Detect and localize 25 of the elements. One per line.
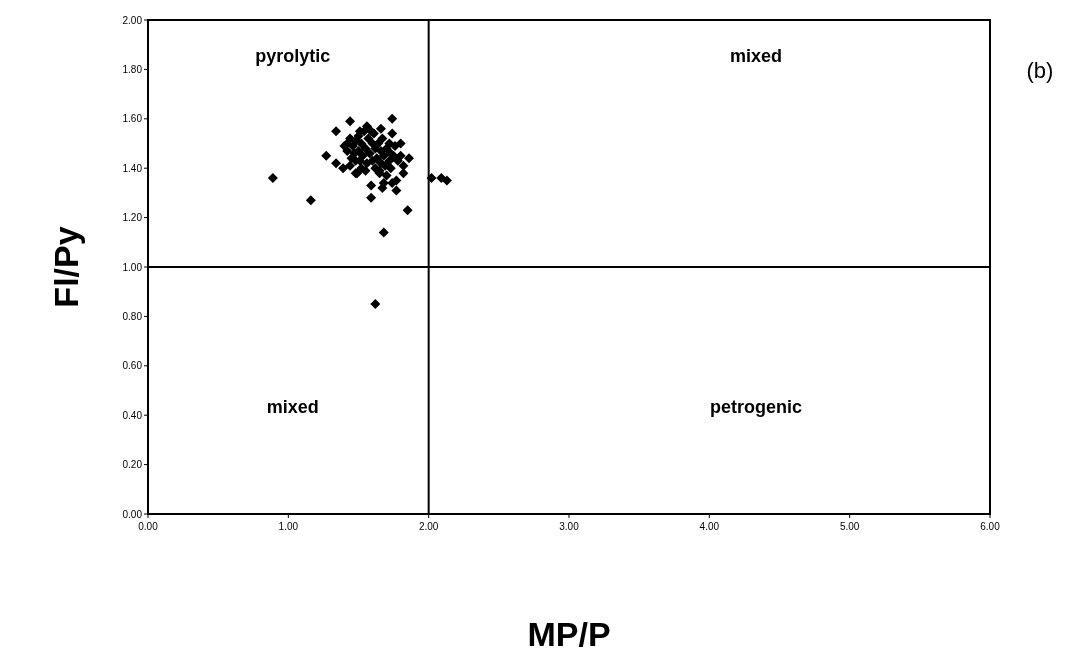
annotation: mixed <box>266 396 319 417</box>
y-tick-label: 0.00 <box>122 508 143 520</box>
annotation: pyrolytic <box>255 45 331 66</box>
x-tick-label: 4.00 <box>699 521 720 532</box>
y-tick-label: 0.40 <box>122 409 143 421</box>
annotation: petrogenic <box>709 396 802 417</box>
y-tick-label: 0.60 <box>122 360 143 372</box>
y-tick-label: 0.20 <box>122 459 143 471</box>
x-tick-label: 6.00 <box>980 521 1001 532</box>
y-axis-title: Fl/Py <box>47 226 85 308</box>
x-tick-label: 5.00 <box>839 521 860 532</box>
x-tick-label: 3.00 <box>559 521 580 532</box>
x-tick-label: 2.00 <box>418 521 439 532</box>
x-tick-label: 1.00 <box>278 521 299 532</box>
y-tick-label: 2.00 <box>122 14 143 26</box>
y-tick-label: 1.60 <box>122 113 143 125</box>
y-tick-label: 1.20 <box>122 212 143 224</box>
text: (b) <box>1026 58 1054 83</box>
y-tick-label: 1.00 <box>122 261 143 273</box>
annotation: mixed <box>729 45 782 66</box>
y-tick-label: 0.80 <box>122 310 143 322</box>
x-axis-title: MP/P <box>527 615 611 653</box>
y-tick-label: 1.80 <box>122 63 143 75</box>
x-tick-label: 0.00 <box>138 521 159 532</box>
y-tick-label: 1.40 <box>122 162 143 174</box>
